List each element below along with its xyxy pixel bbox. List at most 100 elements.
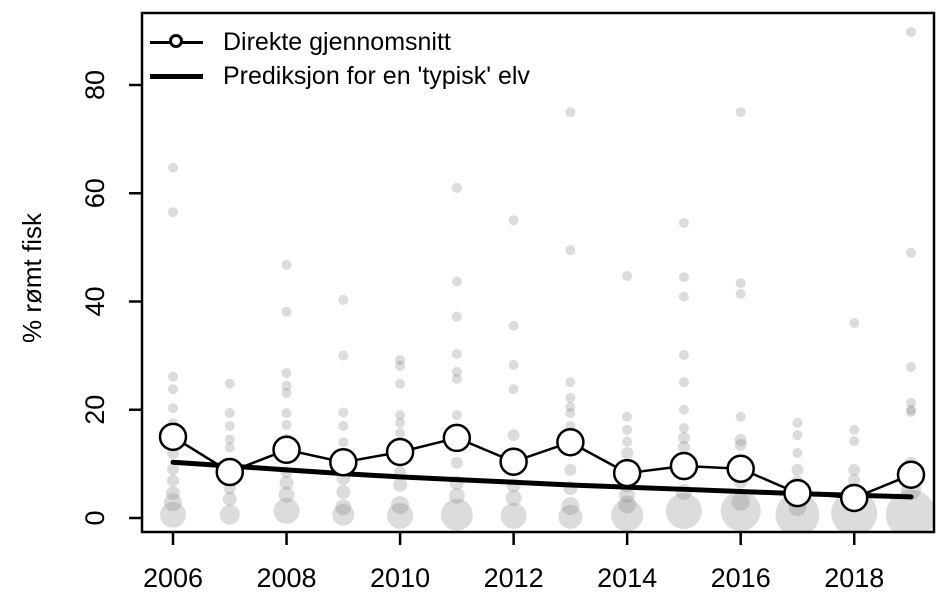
observation-bubble xyxy=(508,359,519,370)
observation-bubble xyxy=(886,489,934,532)
observation-bubble xyxy=(791,463,804,476)
observation-bubble xyxy=(677,431,690,444)
mean-point xyxy=(896,460,926,489)
observation-bubble xyxy=(168,403,178,414)
observation-bubble xyxy=(281,387,292,398)
observation-bubble xyxy=(735,411,746,422)
observation-bubble xyxy=(565,107,576,118)
mean-point xyxy=(215,457,245,487)
y-tick-label: 40 xyxy=(80,286,110,316)
y-tick-label: 20 xyxy=(80,395,110,425)
observation-bubble xyxy=(622,411,633,422)
observation-bubble xyxy=(451,366,462,377)
observation-bubble xyxy=(393,477,408,492)
mean-point xyxy=(158,422,188,452)
observation-bubble xyxy=(160,501,186,528)
observation-bubble xyxy=(565,402,576,413)
observation-bubble xyxy=(849,436,860,447)
observation-bubble xyxy=(508,320,519,331)
observation-bubble xyxy=(281,367,292,378)
x-tick-label: 2008 xyxy=(256,563,316,593)
observation-bubbles xyxy=(160,26,934,532)
observation-bubble xyxy=(167,463,179,476)
observation-bubble xyxy=(273,497,300,524)
observation-bubble xyxy=(678,291,689,302)
legend: Direkte gjennomsnitt Prediksjon for en '… xyxy=(150,27,530,92)
legend-label-prediction: Prediksjon for en 'typisk' elv xyxy=(223,62,530,90)
observation-bubble xyxy=(507,429,520,442)
observation-bubble xyxy=(224,442,235,453)
plot-box xyxy=(140,11,936,534)
observation-bubble xyxy=(168,207,178,218)
observation-bubble xyxy=(622,424,633,435)
observation-bubble xyxy=(338,294,349,305)
observation-bubble xyxy=(335,499,352,516)
observation-bubble xyxy=(849,318,860,329)
observation-bubble xyxy=(224,420,235,431)
y-axis-title: % rømt fisk xyxy=(17,213,47,343)
observation-bubble xyxy=(338,437,349,448)
observation-bubble xyxy=(622,436,633,447)
observation-bubble xyxy=(451,311,462,322)
observation-bubble xyxy=(281,259,292,270)
observation-bubble xyxy=(505,489,522,506)
mean-point xyxy=(556,427,585,457)
observation-bubble xyxy=(224,378,235,389)
observation-bubble xyxy=(222,492,237,507)
thick-line-sample-icon xyxy=(150,61,206,92)
observation-bubble xyxy=(678,350,689,361)
observation-bubble xyxy=(561,497,580,516)
observation-bubble xyxy=(448,487,465,504)
observation-bubble xyxy=(395,410,406,421)
observation-bubble xyxy=(338,407,349,418)
mean-point xyxy=(272,435,301,465)
observation-bubble xyxy=(224,434,235,445)
observation-bubble xyxy=(565,245,576,256)
observation-bubble xyxy=(166,486,180,501)
observation-bubble xyxy=(792,430,803,441)
observation-bubble xyxy=(792,417,803,428)
observation-bubble xyxy=(395,354,406,365)
observation-bubble xyxy=(611,499,644,532)
mean-point xyxy=(442,423,472,453)
observation-bubble xyxy=(618,495,637,514)
observation-bubble xyxy=(720,490,761,531)
line-circle-sample-icon xyxy=(150,27,206,58)
legend-row-prediction: Prediksjon for en 'typisk' elv xyxy=(150,61,530,92)
observation-bubble xyxy=(336,485,351,500)
observation-bubble xyxy=(731,492,750,511)
observation-bubble xyxy=(849,424,860,435)
observation-bubble xyxy=(678,377,689,388)
legend-row-mean: Direkte gjennomsnitt xyxy=(150,27,530,58)
observation-bubble xyxy=(565,392,576,403)
observation-bubble xyxy=(164,493,182,512)
mean-point xyxy=(385,437,415,467)
observation-bubble xyxy=(565,377,576,388)
observation-bubble xyxy=(338,350,349,361)
observation-bubble xyxy=(500,502,527,529)
observation-bubble xyxy=(906,247,916,258)
legend-label-mean: Direkte gjennomsnitt xyxy=(223,28,451,56)
observation-bubble xyxy=(168,371,178,382)
observation-bubble xyxy=(508,384,519,395)
mean-point xyxy=(726,454,755,483)
observation-bubble xyxy=(451,276,462,287)
observation-bubble xyxy=(848,474,861,487)
y-tick-label: 80 xyxy=(80,70,110,100)
observation-bubble xyxy=(622,271,633,282)
observation-bubble xyxy=(395,378,406,389)
observation-bubble xyxy=(735,288,746,299)
observation-bubble xyxy=(395,360,406,371)
x-tick-label: 2006 xyxy=(143,563,203,593)
observation-bubble xyxy=(665,492,702,529)
observation-bubble xyxy=(451,373,462,384)
x-tick-label: 2018 xyxy=(824,563,884,593)
x-tick-label: 2016 xyxy=(711,563,771,593)
observation-bubble xyxy=(508,215,519,226)
observation-bubble xyxy=(224,407,235,418)
observation-bubble xyxy=(395,417,406,428)
observation-bubble xyxy=(450,456,463,469)
observation-bubble xyxy=(281,380,292,391)
observation-bubble xyxy=(906,397,916,408)
